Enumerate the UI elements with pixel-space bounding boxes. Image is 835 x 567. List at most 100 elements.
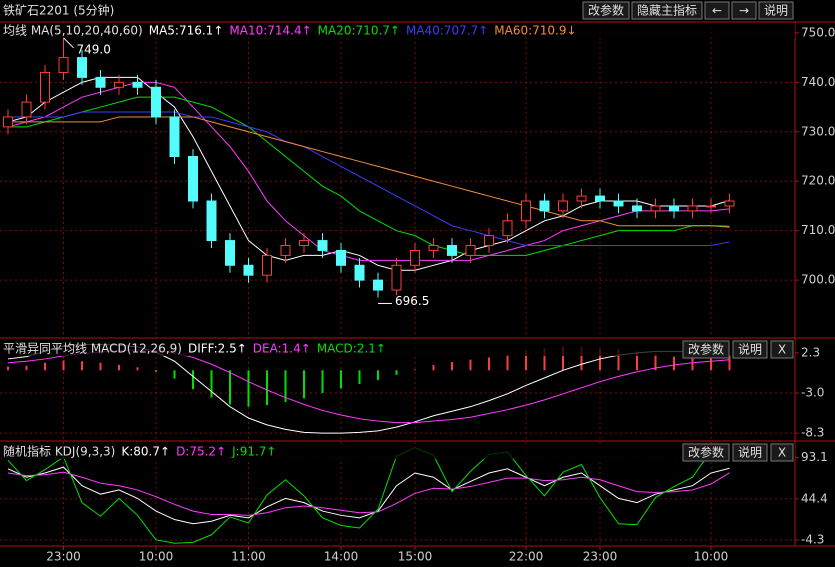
legend-entry: MA10:714.4↑ (229, 24, 311, 38)
button[interactable] (682, 443, 730, 462)
x-tick-label: 14:00 (324, 550, 359, 564)
candle-body (188, 156, 198, 202)
chart-title: 铁矿石2201 (5分钟) (3, 3, 114, 18)
candle-body (21, 101, 32, 118)
legend-entry: D:75.2↑ (176, 445, 226, 459)
button[interactable] (731, 1, 757, 20)
button[interactable] (682, 340, 730, 359)
candle-body (151, 86, 161, 118)
button-label[interactable]: → (739, 4, 749, 18)
candle-body (502, 220, 513, 237)
y-tick-label: -4.3 (801, 533, 824, 547)
candle-body (410, 249, 420, 266)
legend-entry: MA20:710.7↑ (318, 24, 400, 38)
candle-body (299, 240, 309, 247)
y-tick-label: 730.0 (801, 124, 835, 138)
y-tick-label: 710.0 (801, 223, 835, 237)
button[interactable] (732, 443, 768, 462)
candle-body (317, 240, 328, 251)
candle-body (391, 264, 402, 291)
y-tick-label: -8.3 (801, 426, 824, 440)
x-tick-label: 11:00 (231, 550, 266, 564)
ma-line (8, 111, 730, 247)
x-tick-label: 22:00 (509, 550, 544, 564)
panel-header (0, 23, 795, 38)
ma-line (8, 96, 730, 256)
candle-body (521, 200, 531, 222)
annotation: 696.5 (395, 294, 429, 308)
y-tick-label: 720.0 (801, 174, 835, 188)
button[interactable] (631, 1, 703, 20)
candle-body (206, 200, 217, 242)
y-tick-label: 2.3 (801, 345, 820, 359)
y-tick-label: 700.0 (801, 273, 835, 287)
y-tick-label: 93.1 (801, 450, 828, 464)
panel-label: 均线 MA(5,10,20,40,60) (3, 24, 143, 38)
candle-body (447, 245, 457, 256)
panel-label: 随机指标 KDJ(9,3,3) (3, 444, 115, 459)
button-label[interactable]: 说明 (738, 445, 762, 460)
button[interactable] (582, 1, 630, 20)
candle-body (262, 254, 272, 276)
button-label[interactable]: 说明 (738, 342, 762, 357)
candle-body (243, 264, 254, 276)
button-label[interactable]: 改参数 (688, 445, 724, 460)
button-label[interactable]: 说明 (764, 3, 788, 18)
legend-entry: K:80.7↑ (121, 445, 170, 459)
candle-body (169, 116, 180, 158)
candle-body (539, 200, 550, 212)
button-label[interactable]: X (778, 343, 786, 357)
x-tick-label: 15:00 (398, 550, 433, 564)
y-tick-label: -3.0 (801, 386, 824, 400)
candle-body (613, 200, 624, 207)
candle-body (77, 57, 87, 78)
annotation: 749.0 (77, 42, 111, 56)
candle-body (650, 205, 661, 212)
x-tick-label: 23:00 (583, 550, 618, 564)
candle-body (40, 71, 50, 103)
candle-body (576, 195, 587, 202)
annotation-leader (63, 37, 74, 49)
ma-line (7, 81, 730, 261)
candle-body (558, 200, 568, 212)
x-tick-label: 23:00 (46, 550, 81, 564)
button-label[interactable]: 隐藏主指标 (637, 3, 697, 18)
button-label[interactable]: X (778, 446, 786, 460)
candle-body (354, 264, 365, 281)
legend-entry: DIFF:2.5↑ (188, 342, 247, 356)
panel-header (0, 444, 795, 459)
legend-entry: MA40:707.7↑ (406, 24, 488, 38)
indicator-line (7, 466, 730, 525)
candle-body (706, 205, 716, 208)
button[interactable] (704, 1, 730, 20)
candle-body (336, 249, 346, 266)
y-tick-label: 44.4 (801, 491, 828, 505)
panel-header (0, 341, 795, 356)
button-label[interactable]: 改参数 (588, 3, 624, 18)
legend-entry: MACD:2.1↑ (317, 342, 386, 356)
candle-body (132, 81, 143, 88)
candle-body (95, 76, 106, 88)
button[interactable] (732, 340, 768, 359)
button[interactable] (758, 1, 794, 20)
legend-entry: MA5:716.1↑ (149, 24, 224, 38)
button[interactable] (770, 443, 794, 462)
button[interactable] (770, 340, 794, 359)
indicator-line (7, 471, 730, 516)
candle-body (373, 279, 383, 291)
candle-body (428, 245, 439, 251)
y-tick-label: 750.0 (801, 25, 835, 39)
button-label[interactable]: ← (712, 4, 722, 18)
button-label[interactable]: 改参数 (688, 342, 724, 357)
panel-label: 平滑异同平均线 MACD(12,26,9) (3, 342, 182, 356)
candle-body (687, 205, 698, 212)
candle-body (632, 205, 642, 212)
candle-body (225, 240, 235, 266)
candle-body (724, 200, 735, 207)
candle-body (58, 57, 69, 73)
legend-entry: J:91.7↑ (231, 445, 276, 459)
x-tick-label: 10:00 (139, 550, 174, 564)
legend-entry: MA60:710.9↓ (494, 24, 576, 38)
